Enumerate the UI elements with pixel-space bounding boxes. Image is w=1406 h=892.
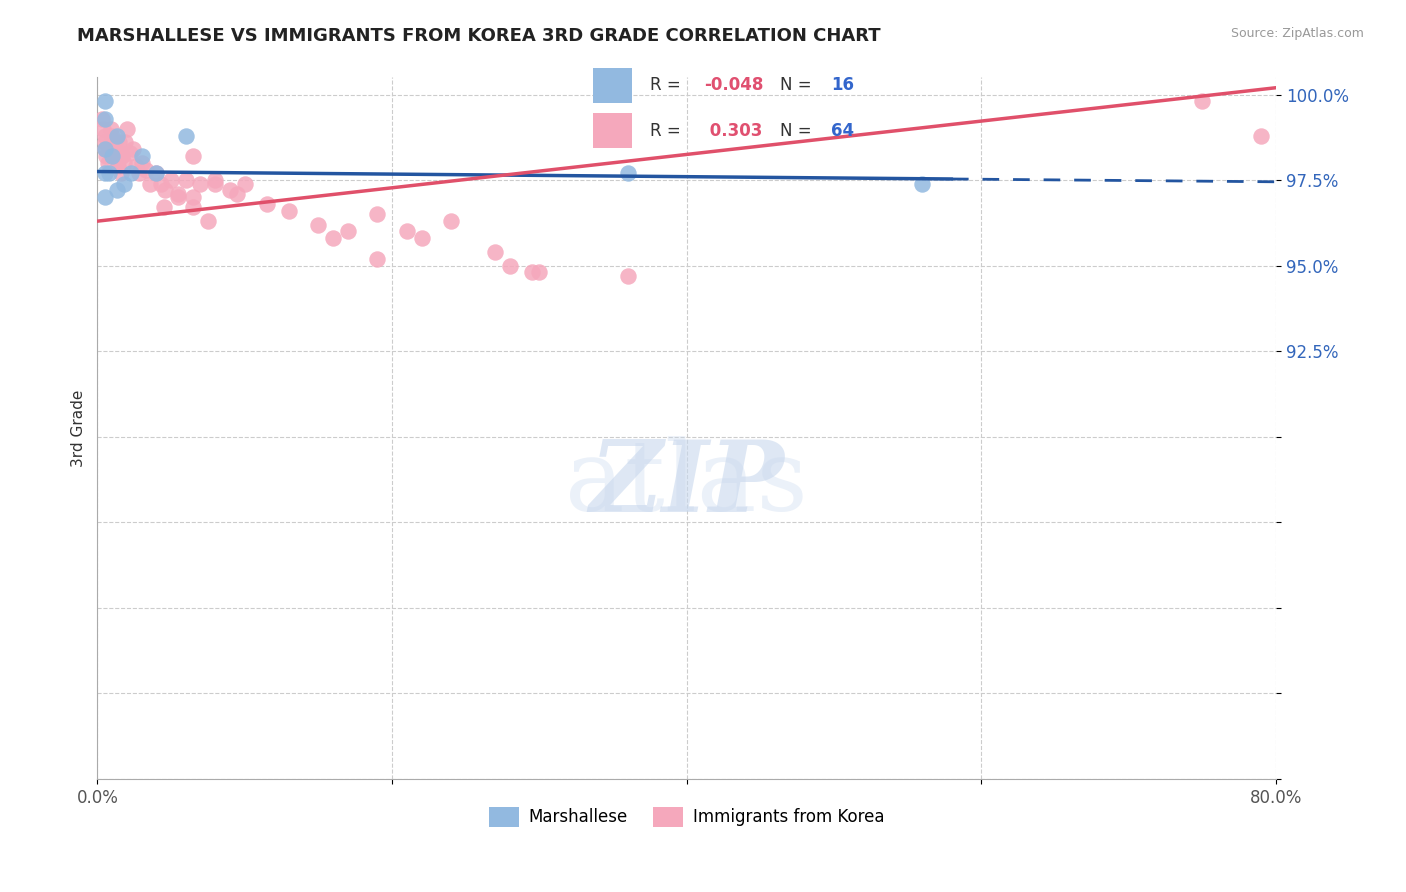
Point	[322, 231, 344, 245]
Point	[277, 203, 299, 218]
Point	[93, 142, 115, 156]
Point	[366, 207, 388, 221]
Point	[131, 149, 153, 163]
Point	[105, 128, 128, 143]
Point	[617, 166, 640, 180]
Point	[204, 177, 226, 191]
Point	[499, 259, 522, 273]
Point	[190, 177, 212, 191]
Point	[153, 183, 176, 197]
Point	[181, 190, 204, 204]
Text: R =: R =	[650, 77, 686, 95]
Point	[336, 224, 359, 238]
Point	[115, 121, 138, 136]
Point	[93, 136, 115, 150]
Point	[174, 128, 197, 143]
Point	[107, 160, 129, 174]
Point	[135, 162, 157, 177]
Point	[181, 149, 204, 163]
Bar	[592, 68, 631, 103]
Point	[108, 136, 131, 150]
Point	[1250, 128, 1272, 143]
Point	[120, 166, 142, 180]
Point	[93, 128, 115, 143]
Point	[98, 142, 121, 156]
Text: 0.303: 0.303	[704, 121, 763, 139]
Point	[100, 121, 122, 136]
Point	[110, 166, 132, 180]
Text: atlas: atlas	[565, 436, 808, 533]
Point	[145, 166, 167, 180]
Point	[112, 156, 135, 170]
Point	[93, 142, 115, 156]
Point	[226, 186, 249, 201]
Point	[105, 183, 128, 197]
Point	[131, 156, 153, 170]
Point	[160, 173, 183, 187]
Point	[256, 197, 278, 211]
Text: MARSHALLESE VS IMMIGRANTS FROM KOREA 3RD GRADE CORRELATION CHART: MARSHALLESE VS IMMIGRANTS FROM KOREA 3RD…	[77, 27, 882, 45]
Legend: Marshallese, Immigrants from Korea: Marshallese, Immigrants from Korea	[482, 800, 891, 834]
Text: N =: N =	[780, 77, 817, 95]
Point	[529, 265, 551, 279]
Point	[204, 173, 226, 187]
Text: N =: N =	[780, 121, 817, 139]
Point	[97, 156, 120, 170]
Point	[104, 136, 127, 150]
Point	[617, 268, 640, 283]
Point	[107, 153, 129, 167]
Point	[520, 265, 543, 279]
Point	[112, 177, 135, 191]
Text: -0.048: -0.048	[704, 77, 763, 95]
Point	[139, 177, 162, 191]
Point	[395, 224, 418, 238]
Point	[911, 177, 934, 191]
Point	[145, 166, 167, 180]
Point	[101, 128, 124, 143]
Text: ZIP: ZIP	[589, 436, 785, 533]
Point	[411, 231, 433, 245]
Point	[111, 149, 134, 163]
Point	[128, 166, 150, 180]
Point	[103, 142, 125, 156]
Text: 16: 16	[831, 77, 855, 95]
Point	[98, 166, 121, 180]
Text: R =: R =	[650, 121, 686, 139]
Point	[307, 218, 329, 232]
Point	[121, 142, 143, 156]
Point	[118, 145, 141, 160]
Text: Source: ZipAtlas.com: Source: ZipAtlas.com	[1230, 27, 1364, 40]
Point	[152, 201, 174, 215]
Point	[167, 186, 190, 201]
Point	[114, 136, 136, 150]
Point	[91, 121, 114, 136]
Point	[1191, 95, 1213, 109]
Point	[440, 214, 463, 228]
Point	[124, 160, 146, 174]
Point	[90, 112, 112, 126]
Bar	[592, 113, 631, 148]
Point	[101, 149, 124, 163]
Point	[197, 214, 219, 228]
Text: 64: 64	[831, 121, 855, 139]
Point	[167, 190, 190, 204]
Point	[181, 201, 204, 215]
Y-axis label: 3rd Grade: 3rd Grade	[72, 390, 86, 467]
Point	[174, 173, 197, 187]
Point	[93, 190, 115, 204]
Point	[96, 149, 118, 163]
Point	[366, 252, 388, 266]
Point	[93, 166, 115, 180]
Point	[233, 177, 256, 191]
Point	[219, 183, 242, 197]
Point	[110, 145, 132, 160]
Point	[105, 149, 128, 163]
Point	[484, 244, 506, 259]
Point	[93, 95, 115, 109]
Point	[93, 112, 115, 126]
Point	[149, 177, 172, 191]
